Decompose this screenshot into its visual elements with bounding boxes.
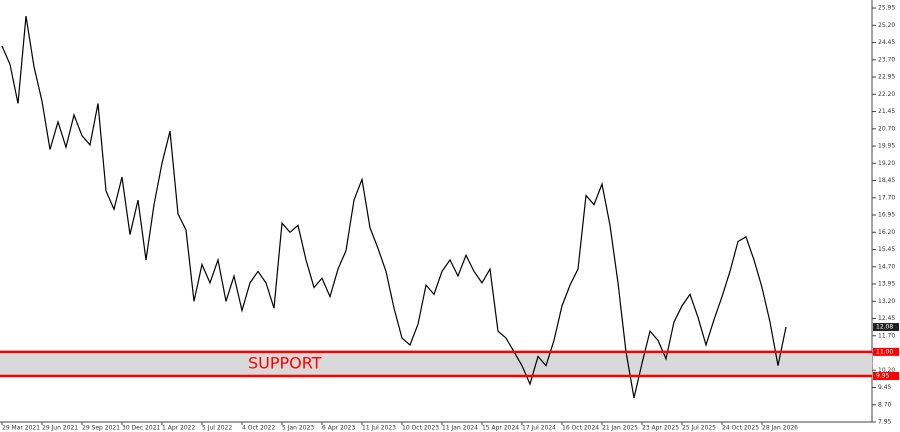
y-tick-label: 14.70 [878,263,895,270]
y-tick-label: 25.20 [878,22,895,29]
y-tick-label: 12.45 [878,315,895,322]
current-price-label: 12.08 [876,324,893,331]
support-price-label: 9.95 [876,373,890,380]
y-tick-label: 25.95 [878,5,895,12]
x-tick-label: 29 Jun 2021 [42,425,78,432]
y-tick-label: 16.20 [878,229,895,236]
x-tick-label: 29 Mar 2021 [2,425,40,432]
x-tick-label: 17 Jul 2024 [522,425,556,432]
y-tick-label: 9.45 [878,384,892,391]
y-tick-label: 13.20 [878,298,895,305]
x-tick-label: 21 Jan 2025 [602,425,638,432]
y-tick-label: 7.95 [878,419,892,426]
y-tick-label: 18.45 [878,177,895,184]
x-tick-label: 25 Jul 2025 [682,425,716,432]
x-tick-label: 29 Sep 2021 [82,425,120,432]
x-tick-label: 15 Apr 2024 [482,425,519,432]
support-price-box [873,347,899,356]
y-tick-label: 19.20 [878,160,895,167]
y-tick-label: 23.70 [878,56,895,63]
x-tick-label: 30 Dec 2021 [122,425,161,432]
y-tick-label: 21.45 [878,108,895,115]
y-tick-label: 11.70 [878,332,895,339]
x-tick-label: 5 Jul 2022 [202,425,232,432]
x-tick-label: 23 Apr 2025 [642,425,679,432]
y-tick-label: 22.95 [878,74,895,81]
support-label: SUPPORT [248,353,322,372]
x-tick-label: 24 Oct 2025 [722,425,759,432]
x-tick-label: 1 Apr 2022 [162,425,195,432]
x-tick-label: 6 Apr 2023 [322,425,355,432]
y-tick-label: 15.45 [878,246,895,253]
y-tick-label: 13.95 [878,281,895,288]
x-tick-label: 16 Oct 2024 [562,425,599,432]
y-tick-label: 24.45 [878,39,895,46]
support-price-box [873,372,899,381]
y-tick-label: 17.70 [878,194,895,201]
x-tick-label: 10 Oct 2023 [402,425,439,432]
support-band [0,351,872,377]
x-tick-label: 11 Jan 2024 [442,425,478,432]
x-tick-label: 28 Jan 2026 [762,425,798,432]
x-tick-label: 5 Jan 2023 [282,425,314,432]
price-line [1,16,787,398]
y-tick-label: 10.20 [878,367,895,374]
current-price-box [873,323,899,332]
y-tick-label: 22.20 [878,91,895,98]
y-tick-label: 20.70 [878,125,895,132]
x-tick-label: 11 Jul 2023 [362,425,396,432]
x-tick-label: 4 Oct 2022 [242,425,275,432]
y-tick-label: 16.95 [878,212,895,219]
support-price-label: 11.00 [876,348,893,355]
y-tick-label: 8.70 [878,401,892,408]
y-tick-label: 19.95 [878,143,895,150]
